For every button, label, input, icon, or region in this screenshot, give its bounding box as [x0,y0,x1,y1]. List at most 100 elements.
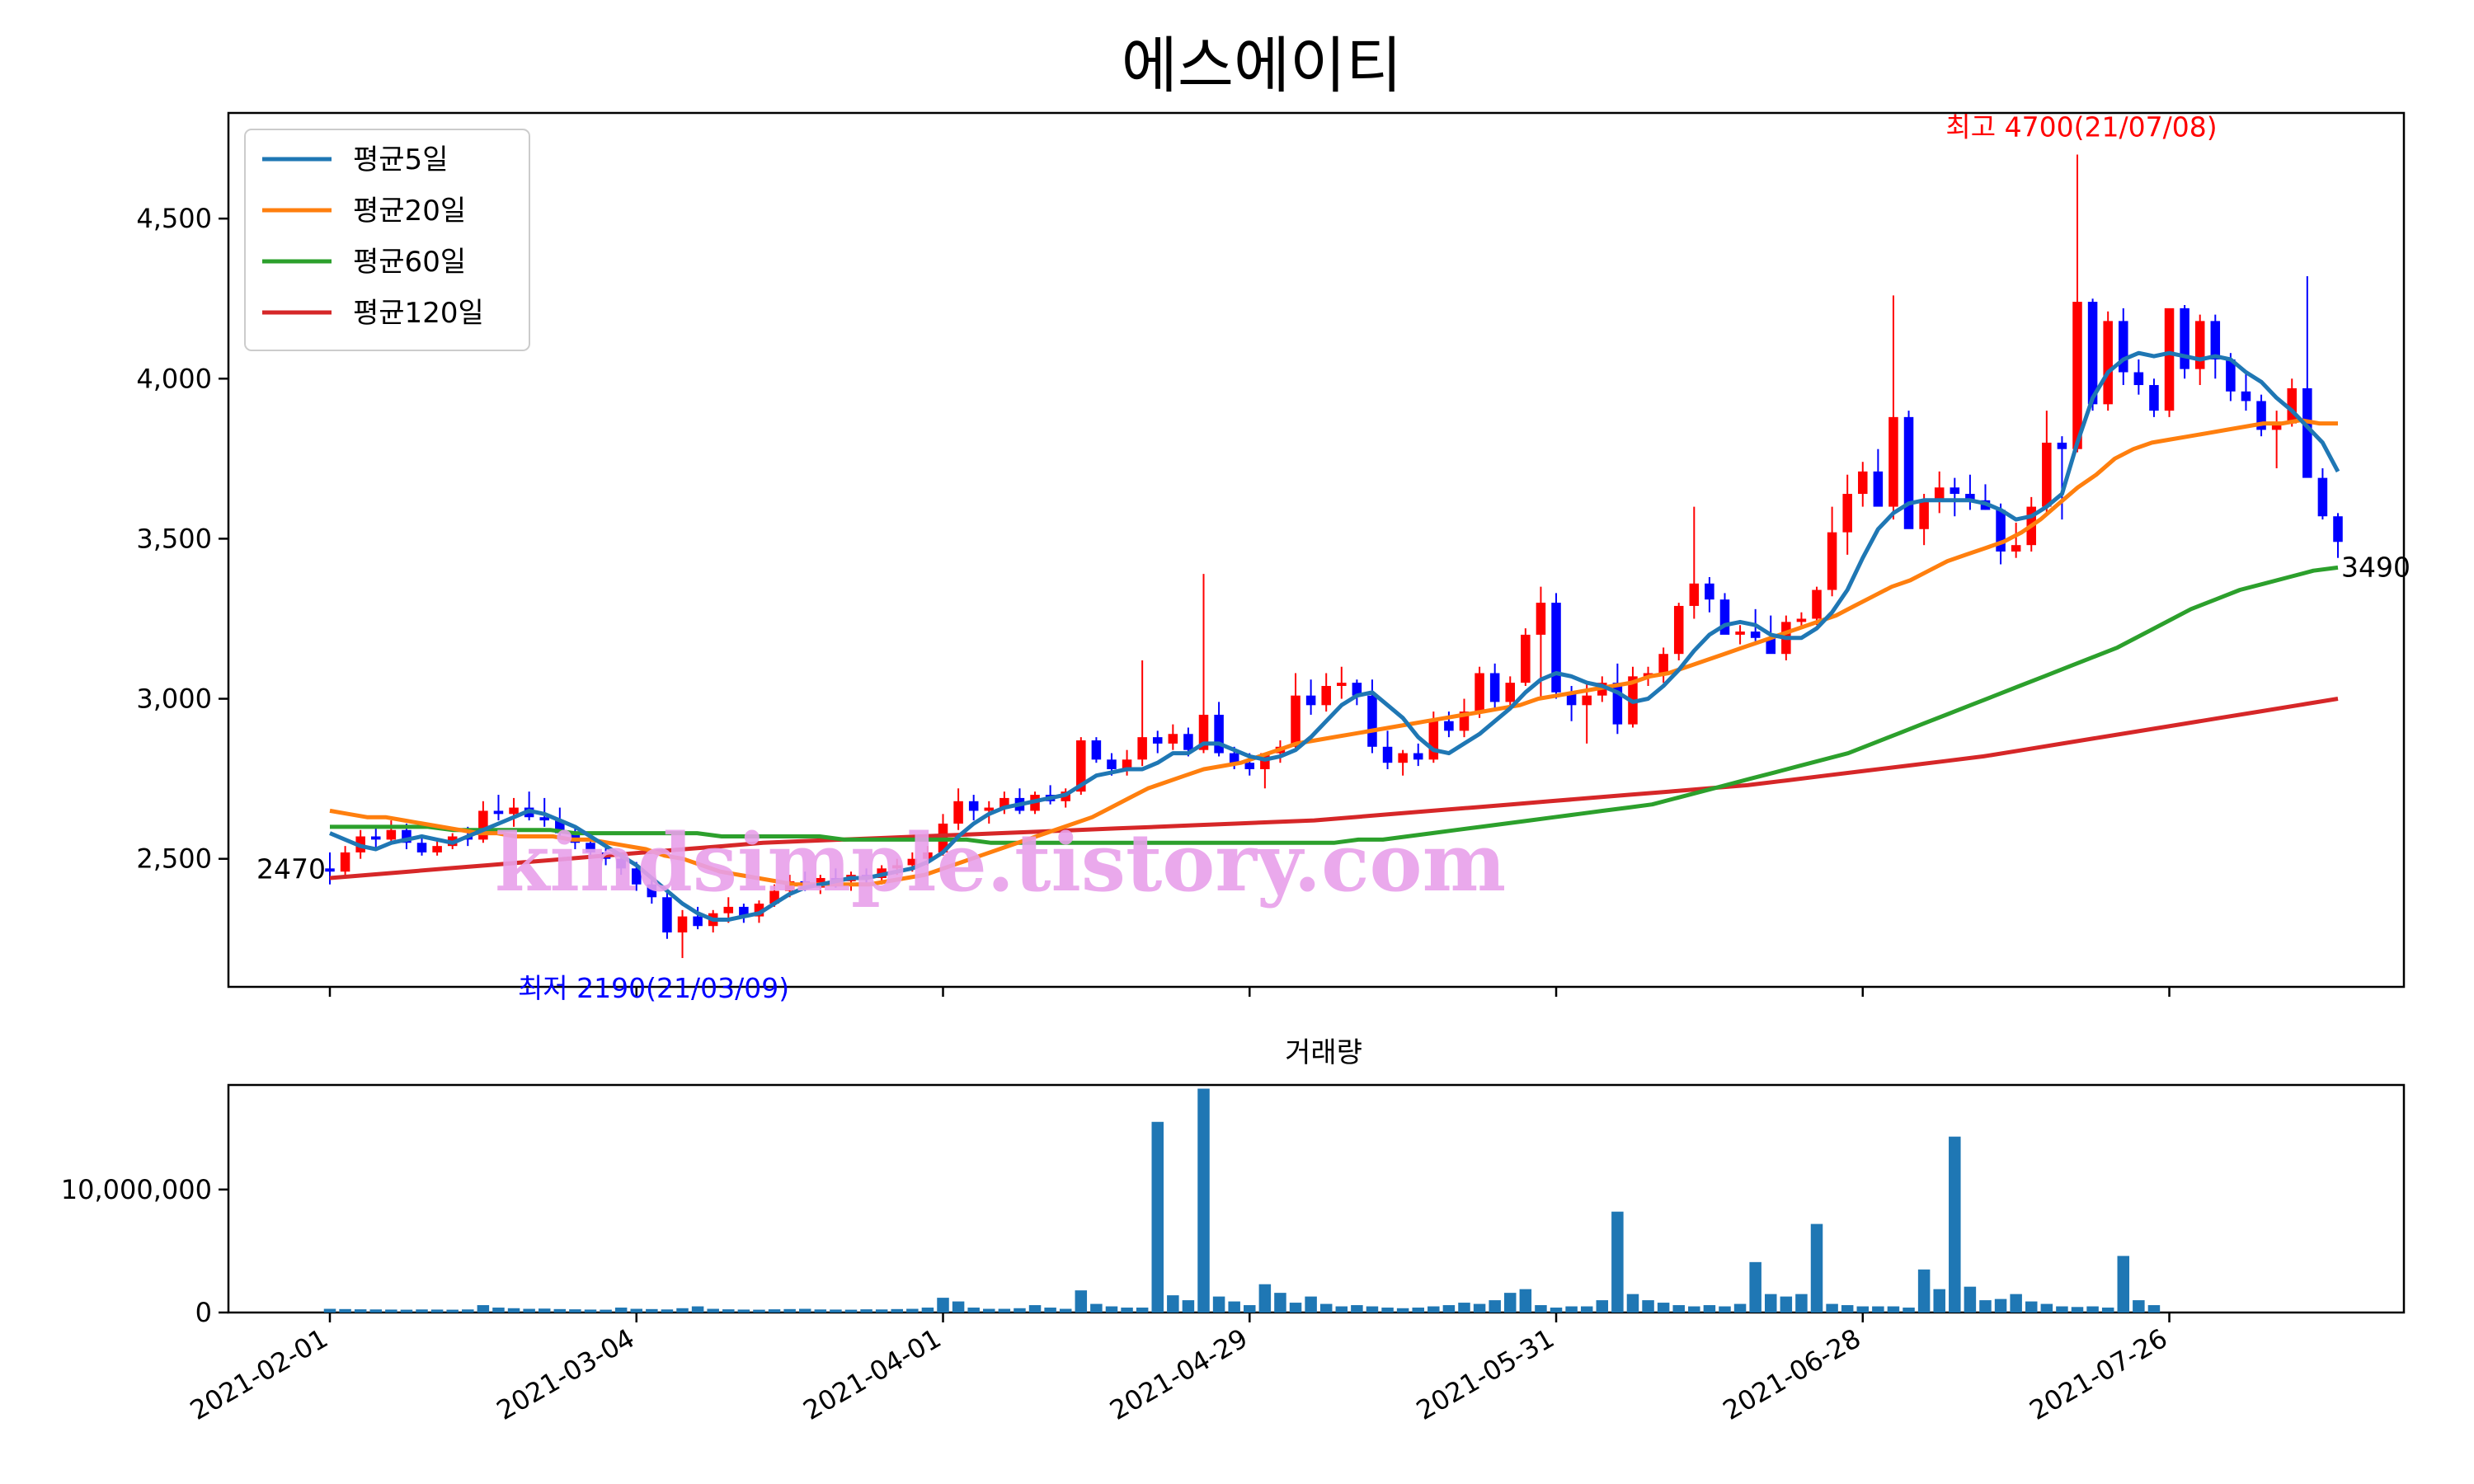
volume-bar [1473,1303,1486,1313]
candle-body [1428,721,1439,760]
volume-bar [614,1308,628,1313]
volume-bar [1458,1303,1470,1313]
candle [1291,673,1300,750]
candle-body [1796,618,1807,622]
candle [1582,683,1592,744]
volume-bar [1688,1306,1700,1313]
volume-bar [1979,1300,1992,1313]
candle-body [2271,423,2282,430]
candle-body [723,906,734,913]
volume-bar [1305,1296,1317,1313]
volume-y-ticks: 0 10,000,000 [61,1174,228,1328]
volume-bar [507,1308,520,1313]
candle-body [1750,632,1761,638]
volume-bar [1319,1303,1333,1313]
volume-bar [860,1309,872,1313]
legend-ma5: 평균5일 [353,143,448,176]
candle-body [325,868,335,872]
volume-bar [1887,1306,1900,1313]
candle [1521,628,1531,687]
volume-bar [1335,1306,1348,1313]
volume-bar [1274,1293,1286,1313]
legend-box [244,129,530,351]
candle-body [1689,583,1700,606]
volume-bar [339,1308,351,1313]
candle [1321,673,1331,712]
candle-body [2287,387,2297,424]
line-ma20 [329,418,2338,887]
candle [2194,314,2205,386]
candle-body [1244,763,1255,769]
volume-bar [1719,1306,1731,1313]
volume-bar [2117,1256,2130,1313]
legend-ma60: 평균60일 [353,246,466,279]
volume-bar [830,1309,842,1313]
candle [371,826,381,850]
candle [739,904,749,923]
candle [2072,154,2082,453]
volume-bar [1611,1211,1624,1313]
candle [1812,586,1822,626]
candle-body [1122,759,1132,769]
candle [416,836,427,856]
candle [1091,737,1102,763]
candle [1551,593,1561,699]
candle-body [693,916,703,927]
candle-body [1489,673,1500,702]
candle-body [2149,385,2159,411]
candle [2333,513,2343,558]
volume-bar [1596,1300,1609,1313]
volume-bar [1136,1308,1149,1313]
candle [2256,394,2266,437]
candle-body [2256,401,2266,430]
candle [386,820,397,843]
candle-body [586,843,595,852]
candle [1858,462,1868,507]
candle [968,795,979,821]
candle-body [1705,583,1714,600]
candle-body [662,897,672,932]
volume-bar [1841,1305,1854,1313]
candle-body [2072,302,2082,449]
candle [432,839,442,856]
volume-bar [1903,1308,1915,1313]
volume-bar [2071,1307,2084,1313]
candle-body [784,881,795,891]
volume-bar [1872,1306,1884,1313]
candle-body [1413,753,1423,760]
candle-body [1321,686,1331,706]
candle [478,801,488,843]
candle-body [1398,753,1408,763]
candle-body [677,916,688,932]
candle [1996,503,2006,565]
watermark: kindsimple.tistory.com [495,816,1506,909]
candle [2103,311,2113,411]
volume-bar [538,1308,551,1313]
volume-bar [1427,1306,1440,1313]
candle [1198,574,1209,754]
volume-bar [1672,1305,1685,1313]
volume-axes-frame [227,1083,2406,1314]
candle [1965,474,1975,510]
candle [647,877,657,904]
candle-body [953,801,963,824]
candle [509,797,519,827]
volume-bar [354,1309,367,1313]
volume-bar [998,1308,1011,1313]
candle-body [1229,753,1239,763]
volume-bar [1626,1294,1639,1313]
candle [1014,788,1025,815]
candle-body [2057,442,2067,449]
x-tick-label: 2021-06-28 [1718,1322,1866,1426]
candle [2210,314,2221,379]
candle-body [1934,487,1945,500]
candle-body [999,797,1009,808]
candle-body [1183,734,1193,750]
volume-bar [1826,1303,1838,1313]
volume-bar [1090,1303,1103,1313]
candle [2119,308,2128,386]
candle-body [1827,532,1837,590]
candle-body [1444,721,1454,731]
price-panel: 2,500 3,000 3,500 4,000 4,500 kindsimple.tis… [136,110,2411,1004]
volume-bar [1121,1308,1133,1313]
